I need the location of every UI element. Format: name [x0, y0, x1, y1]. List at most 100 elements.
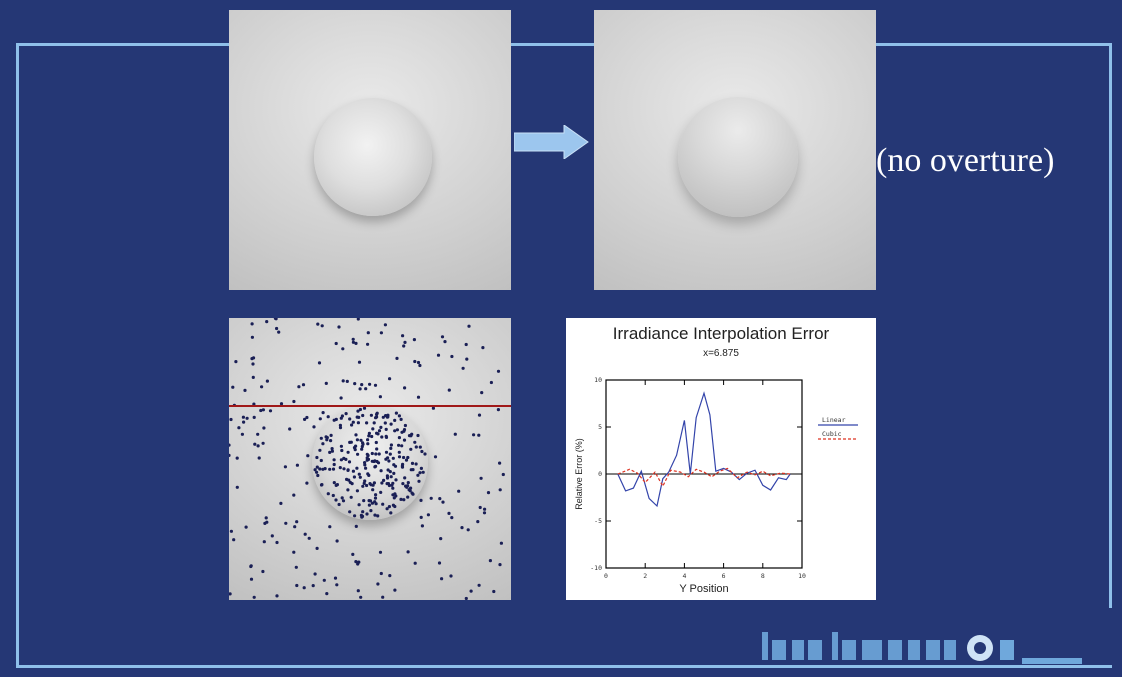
sample-dot — [331, 467, 336, 471]
sample-dot — [409, 434, 413, 438]
sample-dot — [337, 325, 341, 329]
sample-dot — [348, 480, 352, 484]
sample-dot — [420, 449, 424, 454]
sample-dot — [358, 407, 362, 412]
logo-image — [762, 632, 1082, 664]
sample-dot — [381, 502, 385, 506]
sample-dot — [489, 380, 493, 385]
sample-dot — [338, 426, 343, 430]
sample-dot — [312, 425, 316, 429]
sample-dot — [335, 583, 339, 587]
sample-dot — [467, 324, 471, 328]
sample-dot — [388, 574, 392, 578]
sample-dot — [360, 383, 364, 387]
y-tick-label: 10 — [594, 376, 602, 384]
sample-dot — [403, 386, 407, 390]
sample-dot — [295, 520, 299, 524]
sample-dot — [261, 569, 265, 574]
sample-dot — [384, 450, 389, 454]
y-tick-label: -5 — [594, 517, 602, 525]
sample-dot — [403, 423, 407, 428]
sample-dot — [302, 586, 306, 590]
sample-dot — [447, 388, 451, 392]
sample-dot — [391, 481, 395, 485]
sample-dot — [374, 464, 378, 468]
sample-dot — [431, 406, 435, 410]
sample-dot — [436, 353, 441, 357]
sample-dot — [388, 377, 392, 381]
sample-dot — [381, 595, 385, 599]
sample-dot — [265, 320, 269, 324]
x-tick-label: 8 — [761, 572, 765, 580]
sample-dot — [379, 331, 383, 335]
sample-dot — [402, 438, 407, 442]
sample-dot — [364, 387, 368, 391]
sample-dot — [355, 438, 359, 442]
sample-dot — [359, 595, 363, 599]
sample-dot — [330, 449, 334, 453]
sample-dot — [345, 477, 349, 481]
sample-dot — [351, 420, 355, 424]
sample-dot — [439, 537, 443, 541]
x-tick-label: 2 — [643, 572, 647, 580]
sample-dot — [373, 513, 377, 517]
sample-dot — [352, 475, 356, 479]
sample-dot — [416, 360, 421, 365]
sample-dot — [340, 496, 344, 500]
sample-dot — [397, 455, 402, 459]
sample-dot — [337, 502, 341, 507]
sample-dot — [380, 481, 384, 485]
sample-dot — [392, 471, 396, 475]
sample-dot — [376, 582, 380, 586]
sphere-smooth — [678, 97, 798, 217]
sample-dot — [277, 330, 281, 334]
sample-dot — [401, 482, 405, 486]
sample-dot — [477, 413, 482, 417]
sample-dot — [342, 467, 346, 471]
sample-dot — [461, 366, 465, 370]
legend-label-linear: Linear — [822, 416, 846, 424]
sample-dot — [345, 379, 349, 383]
sample-dot — [319, 436, 323, 440]
sample-dot — [479, 476, 483, 480]
sample-dot — [319, 483, 324, 487]
sample-dot — [486, 491, 491, 495]
sample-dot — [297, 385, 301, 389]
sample-dot — [294, 565, 298, 569]
sample-dot — [321, 442, 325, 446]
sample-dot — [240, 432, 244, 436]
sample-dot — [252, 595, 256, 599]
sample-dot — [358, 475, 362, 479]
sample-dot — [416, 395, 421, 399]
sample-dot — [346, 468, 350, 472]
x-axis-label: Y Position — [679, 583, 728, 595]
sample-dot — [316, 322, 320, 326]
sample-dot — [483, 507, 487, 511]
sample-dot — [348, 417, 352, 421]
sample-dot — [369, 509, 373, 513]
sample-dot — [265, 520, 269, 524]
sample-dot — [329, 439, 333, 443]
sample-dot — [453, 432, 457, 436]
error-chart: 0 2 4 6 8 10 -10 -5 0 5 10 Y Position Relative Error… — [574, 376, 858, 595]
sample-dot — [460, 526, 464, 530]
sample-dot — [355, 466, 359, 470]
sample-dot — [292, 550, 296, 554]
sample-dot — [362, 406, 367, 410]
sample-dot — [385, 474, 389, 478]
y-tick-label: -10 — [590, 564, 602, 572]
sample-dot — [346, 450, 350, 454]
sample-dot — [414, 445, 418, 449]
sample-dot — [374, 440, 378, 445]
sample-dot — [279, 402, 284, 406]
render-after-image — [594, 10, 876, 290]
sample-dot — [370, 501, 374, 505]
sample-dot — [411, 468, 415, 472]
sample-dot — [419, 466, 423, 470]
sample-dot — [367, 431, 371, 435]
sample-dot — [393, 492, 397, 496]
sample-dot — [368, 499, 373, 503]
sample-dot — [391, 486, 395, 490]
sample-dot — [457, 489, 461, 493]
sample-dot — [318, 448, 322, 452]
